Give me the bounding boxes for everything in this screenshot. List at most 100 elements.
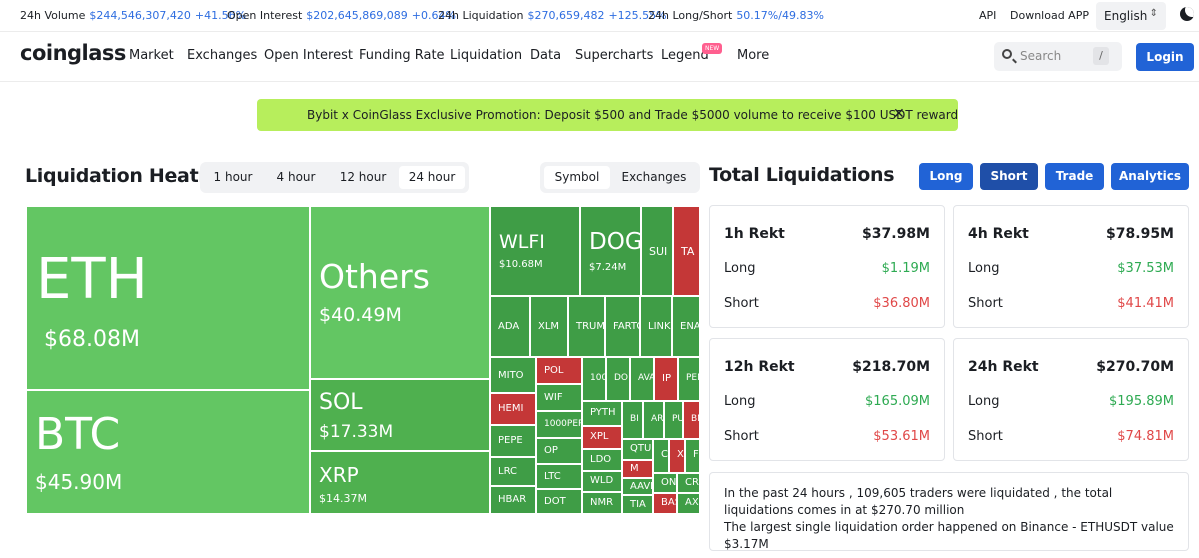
tile-op[interactable]: OP	[536, 438, 582, 464]
stat-label: 24h Volume	[20, 9, 86, 22]
tab-12-hour[interactable]: 12 hour	[339, 170, 387, 184]
tile-ada[interactable]: ADA	[490, 296, 530, 357]
tile-ip[interactable]: IP	[654, 357, 678, 401]
rekt-card-4h: 4h Rekt $78.95M Long $37.53M Short $41.4…	[953, 205, 1189, 328]
tile-pol[interactable]: POL	[536, 357, 582, 384]
tile-name: DO	[614, 373, 629, 383]
download-app-link[interactable]: Download APP	[1010, 9, 1089, 22]
tile-dot[interactable]: DOT	[536, 489, 582, 514]
tile-name: ENA	[680, 321, 700, 332]
nav-item-market[interactable]: Market	[129, 48, 174, 63]
theme-moon-icon[interactable]	[1180, 7, 1194, 21]
nav-item-liquidation[interactable]: Liquidation	[450, 48, 523, 63]
rekt-card-24h: 24h Rekt $270.70M Long $195.89M Short $7…	[953, 338, 1189, 461]
liquidation-summary: In the past 24 hours , 109,605 traders w…	[709, 472, 1189, 551]
tab-exchanges[interactable]: Exchanges	[621, 170, 687, 184]
promo-text[interactable]: Bybit x CoinGlass Exclusive Promotion: D…	[307, 108, 959, 122]
coinglass-logo[interactable]: coinglass	[20, 41, 126, 65]
tile-name: LINK	[648, 321, 671, 332]
tile-fartcoin[interactable]: FARTCOIN	[605, 296, 640, 357]
tile-pump[interactable]: PU	[664, 401, 683, 439]
tile-name: WIF	[544, 392, 563, 403]
tab-24-hour[interactable]: 24 hour	[399, 166, 465, 189]
tile-c[interactable]: C	[653, 439, 669, 473]
tile-ena[interactable]: ENA	[672, 296, 700, 357]
tile-pepe[interactable]: PEPE	[490, 425, 536, 457]
tile-ondo[interactable]: ON	[653, 473, 677, 493]
tile-wld[interactable]: WLD	[582, 471, 622, 492]
close-icon[interactable]: ✕	[893, 106, 905, 122]
short-value: $41.41M	[1117, 296, 1174, 311]
tile-lrc[interactable]: LRC	[490, 457, 536, 486]
tile-doge[interactable]: DOGE $7.24M	[580, 206, 641, 296]
tile-btc[interactable]: BTC $45.90M	[26, 390, 310, 514]
nav-item-supercharts[interactable]: Supercharts	[575, 48, 654, 63]
tab-symbol[interactable]: Symbol	[544, 166, 610, 189]
tile-avax[interactable]: AVA	[630, 357, 654, 401]
tile-trump[interactable]: TRUMP	[568, 296, 605, 357]
nav-item-open-interest[interactable]: Open Interest	[264, 48, 353, 63]
tile-hemi[interactable]: HEMI	[490, 393, 536, 425]
tile-value: $68.08M	[44, 327, 140, 352]
tile-axs[interactable]: AX	[677, 493, 700, 514]
analytics-button[interactable]: Analytics	[1111, 163, 1189, 190]
tab-1-hour[interactable]: 1 hour	[213, 170, 253, 184]
heatmap-title: Liquidation Heatmap	[25, 165, 244, 187]
tile-1000[interactable]: 1000	[582, 357, 606, 401]
tile-name: X	[677, 449, 684, 460]
tile-name: AVA	[638, 373, 654, 383]
tile-name: FARTCOIN	[613, 321, 639, 332]
tile-name: SUI	[649, 245, 668, 258]
search-box[interactable]: Search /	[994, 42, 1122, 71]
tile-link[interactable]: LINK	[640, 296, 672, 357]
tile-arb[interactable]: AR	[643, 401, 664, 439]
tile-tia[interactable]: TIA	[622, 495, 653, 514]
tile-ltc[interactable]: LTC	[536, 464, 582, 489]
tile-name: XLM	[538, 321, 560, 332]
short-button[interactable]: Short	[980, 163, 1038, 190]
nav-item-data[interactable]: Data	[530, 48, 562, 63]
tile-wlfi[interactable]: WLFI $10.68M	[490, 206, 580, 296]
tile-others[interactable]: Others $40.49M	[310, 206, 490, 379]
tile-nmr[interactable]: NMR	[582, 492, 622, 514]
tile-hbar[interactable]: HBAR	[490, 486, 536, 514]
tile-bio[interactable]: BI	[622, 401, 643, 439]
tile-sol[interactable]: SOL $17.33M	[310, 379, 490, 451]
tile-crv[interactable]: CR	[677, 473, 700, 493]
nav-item-exchanges[interactable]: Exchanges	[187, 48, 258, 63]
tile-aave[interactable]: AAVE	[622, 478, 653, 495]
tile-pyth[interactable]: PYTH	[582, 401, 622, 426]
tile-x[interactable]: X	[669, 439, 685, 473]
login-button[interactable]: Login	[1136, 43, 1194, 71]
tile-f[interactable]: F	[685, 439, 700, 473]
tile-m[interactable]: M	[622, 460, 653, 478]
trade-button[interactable]: Trade	[1045, 163, 1104, 190]
liquidation-treemap: ETH $68.08M BTC $45.90M Others $40.49M S…	[26, 206, 700, 514]
tile-eth[interactable]: ETH $68.08M	[26, 206, 310, 390]
nav-item-legend[interactable]: Legend	[661, 48, 709, 63]
tile-ta[interactable]: TA	[673, 206, 700, 296]
tile-name: LRC	[498, 466, 518, 477]
short-label: Short	[968, 296, 1003, 311]
tile-1000pepe[interactable]: 1000PEPE	[536, 411, 582, 438]
nav-item-more[interactable]: More	[737, 48, 770, 63]
tile-bas[interactable]: BAS	[653, 493, 677, 514]
tile-qtum[interactable]: QTU	[622, 439, 653, 460]
nav-item-funding-rate[interactable]: Funding Rate	[359, 48, 445, 63]
api-link[interactable]: API	[979, 9, 997, 22]
tile-sui[interactable]: SUI	[641, 206, 673, 296]
tile-pengu[interactable]: PEN	[678, 357, 700, 401]
tile-xpl[interactable]: XPL	[582, 426, 622, 449]
tile-bnb[interactable]: BN	[683, 401, 700, 439]
language-select[interactable]: English ⇕	[1096, 2, 1166, 30]
tile-xlm[interactable]: XLM	[530, 296, 568, 357]
long-button[interactable]: Long	[919, 163, 973, 190]
tile-wif[interactable]: WIF	[536, 384, 582, 411]
tab-4-hour[interactable]: 4 hour	[276, 170, 316, 184]
card-title: 24h Rekt	[968, 359, 1039, 375]
promo-banner[interactable]: Bybit x CoinGlass Exclusive Promotion: D…	[257, 99, 958, 131]
tile-ldo[interactable]: LDO	[582, 449, 622, 471]
tile-mito[interactable]: MITO	[490, 357, 536, 393]
tile-xrp[interactable]: XRP $14.37M	[310, 451, 490, 514]
tile-dot-small[interactable]: DO	[606, 357, 630, 401]
